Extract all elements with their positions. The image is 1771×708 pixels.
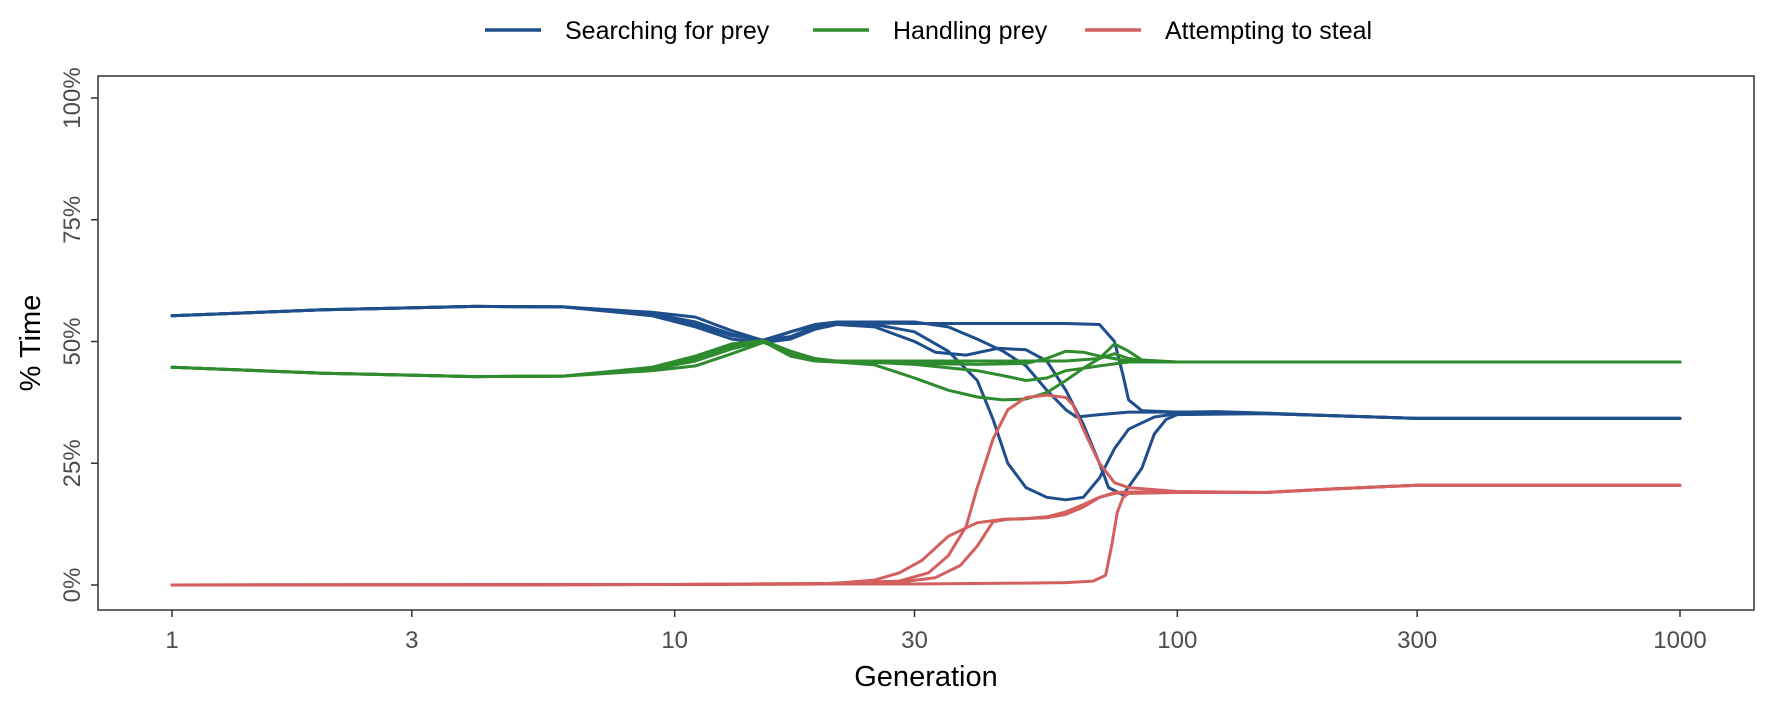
- series-line-attempting-to-steal-run-4: [170, 483, 1682, 587]
- legend-label-searching-for-prey: Searching for prey: [565, 17, 770, 45]
- series-layer: [170, 304, 1682, 587]
- x-tick-label: 10: [661, 627, 688, 654]
- x-tick-label: 3: [405, 627, 418, 654]
- series-line-searching-for-prey-run-3: [170, 304, 1682, 502]
- y-axis-title: % Time: [15, 295, 47, 392]
- x-tick-label: 100: [1157, 627, 1197, 654]
- legend-label-attempting-to-steal: Attempting to steal: [1165, 17, 1372, 45]
- x-axis-title: Generation: [854, 661, 998, 693]
- y-axis: 0% 25% 50% 75% 100%: [59, 67, 98, 602]
- x-axis: 1 3 10 30 100 300 1000: [165, 610, 1707, 654]
- x-tick-label: 30: [901, 627, 928, 654]
- legend: Searching for prey Handling prey Attemptin…: [485, 17, 1372, 45]
- x-tick-label: 1000: [1653, 627, 1706, 654]
- series-line-searching-for-prey-run-4: [170, 304, 1682, 497]
- legend-label-handling-prey: Handling prey: [893, 17, 1048, 45]
- y-tick-label: 0%: [59, 568, 86, 603]
- y-tick-label: 25%: [59, 439, 86, 487]
- series-line-attempting-to-steal-run-2: [170, 483, 1682, 587]
- series-line-attempting-to-steal-run-1: [170, 483, 1682, 587]
- y-tick-label: 100%: [59, 67, 86, 128]
- y-tick-label: 75%: [59, 196, 86, 244]
- y-tick-label: 50%: [59, 317, 86, 365]
- plot-panel-border: [97, 75, 1755, 611]
- series-line-handling-prey-run-4: [170, 339, 1682, 402]
- x-tick-label: 1: [165, 627, 178, 654]
- x-tick-label: 300: [1397, 627, 1437, 654]
